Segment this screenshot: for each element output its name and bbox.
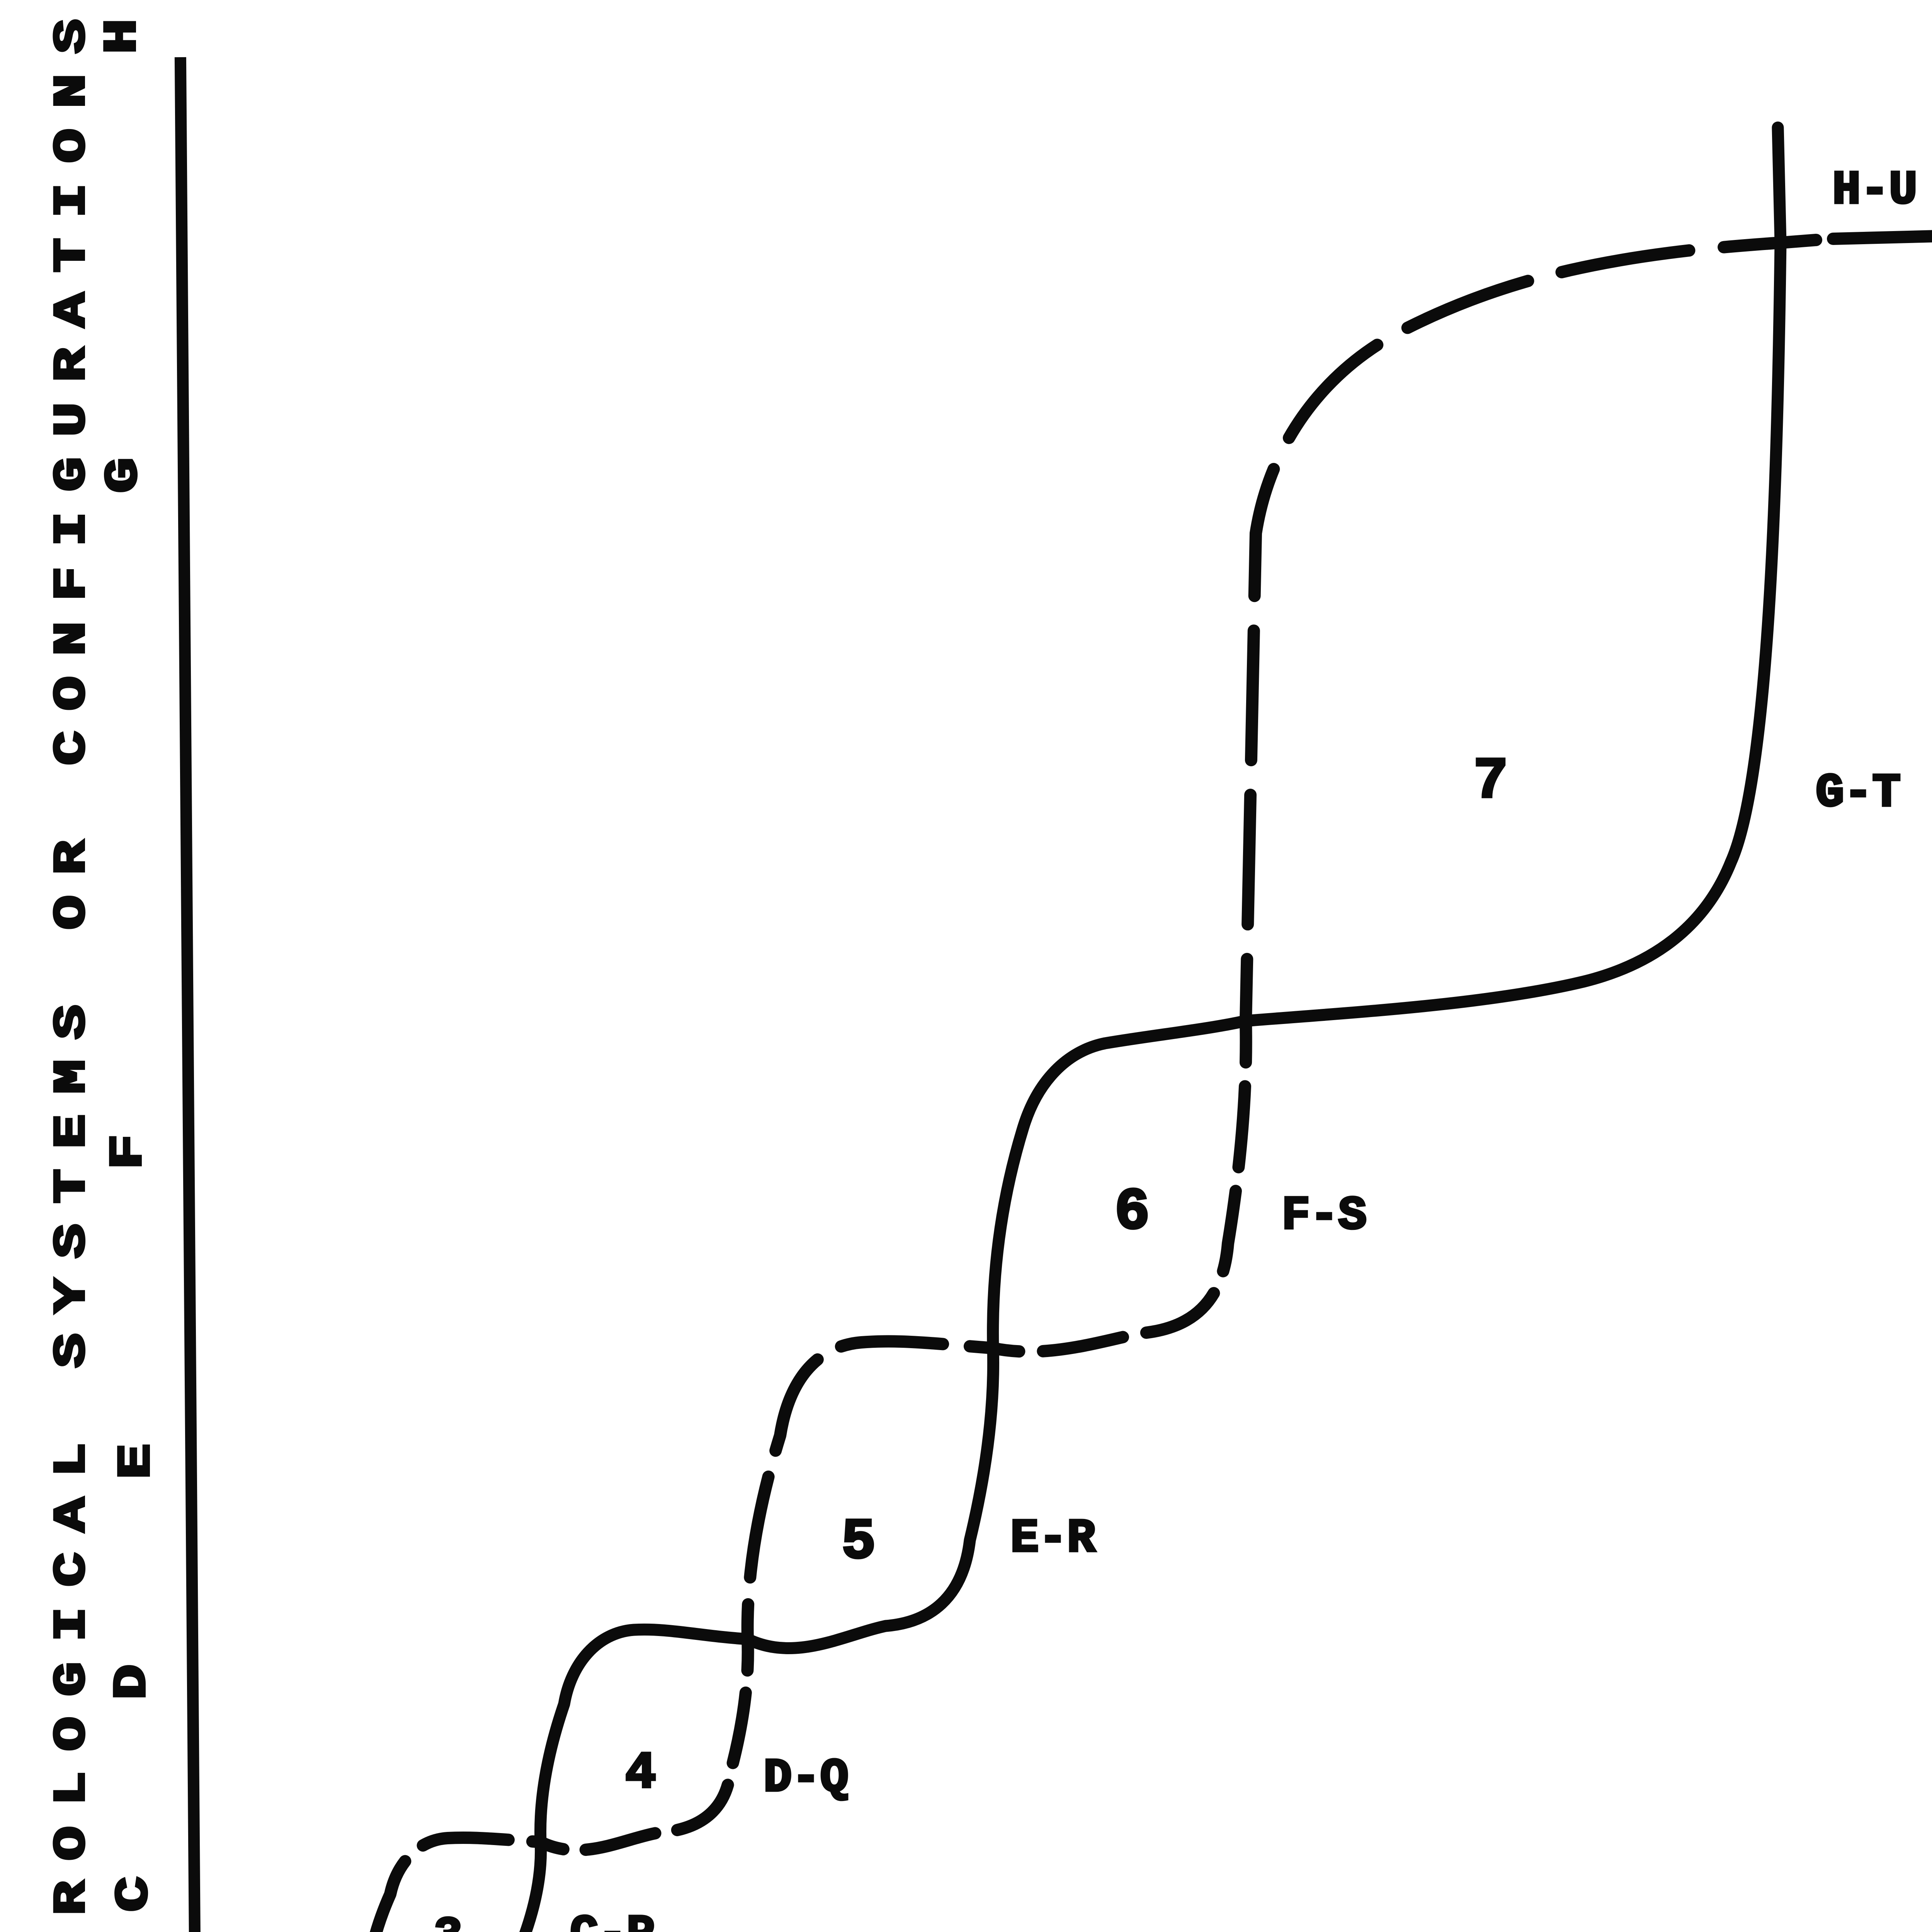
svg-text:G: G <box>98 457 150 493</box>
svg-text:E: E <box>111 1444 163 1479</box>
svg-text:D-Q: D-Q <box>764 1751 849 1805</box>
svg-text:D: D <box>106 1664 159 1700</box>
svg-text:F: F <box>102 1134 155 1170</box>
svg-text:C: C <box>108 1876 161 1912</box>
svg-text:H-U: H-U <box>1832 163 1917 217</box>
svg-text:NEUROLOGICAL SYSTEMS OR CONFIG: NEUROLOGICAL SYSTEMS OR CONFIGURATIONS <box>47 0 97 1932</box>
svg-text:H: H <box>97 19 149 54</box>
svg-text:5: 5 <box>842 1510 876 1575</box>
svg-text:3: 3 <box>434 1910 463 1932</box>
svg-text:C-P: C-P <box>570 1908 655 1932</box>
svg-text:E-R: E-R <box>1010 1512 1095 1565</box>
svg-text:G-T: G-T <box>1816 766 1901 820</box>
svg-text:F-S: F-S <box>1282 1189 1367 1243</box>
svg-text:7: 7 <box>1473 749 1508 815</box>
svg-text:4: 4 <box>625 1744 656 1803</box>
svg-text:6: 6 <box>1114 1179 1150 1246</box>
